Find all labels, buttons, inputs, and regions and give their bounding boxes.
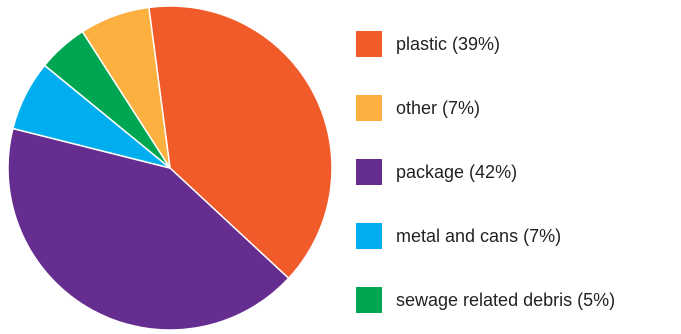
- legend-item: package (42%): [356, 156, 615, 188]
- legend-swatch: [356, 223, 382, 249]
- pie-slice-1: [7, 127, 290, 331]
- legend-swatch: [356, 287, 382, 313]
- legend-item: other (7%): [356, 92, 615, 124]
- chart-legend: plastic (39%) other (7%) package (42%) meta…: [356, 28, 615, 316]
- legend-label: plastic (39%): [396, 33, 501, 54]
- legend-label: package (42%): [396, 161, 518, 182]
- legend-swatch: [356, 95, 382, 121]
- legend-swatch: [356, 159, 382, 185]
- legend-label: sewage related debris (5%): [396, 289, 616, 310]
- legend-item: plastic (39%): [356, 28, 615, 60]
- legend-label: metal and cans (7%): [396, 225, 562, 246]
- legend-swatch: [356, 31, 382, 57]
- pie-slice-4: [81, 6, 171, 169]
- legend-label: other (7%): [396, 97, 481, 118]
- legend-item: sewage related debris (5%): [356, 284, 615, 316]
- legend-item: metal and cans (7%): [356, 220, 615, 252]
- pie-slice-0: [148, 5, 333, 280]
- pie-chart-plot: [7, 5, 333, 331]
